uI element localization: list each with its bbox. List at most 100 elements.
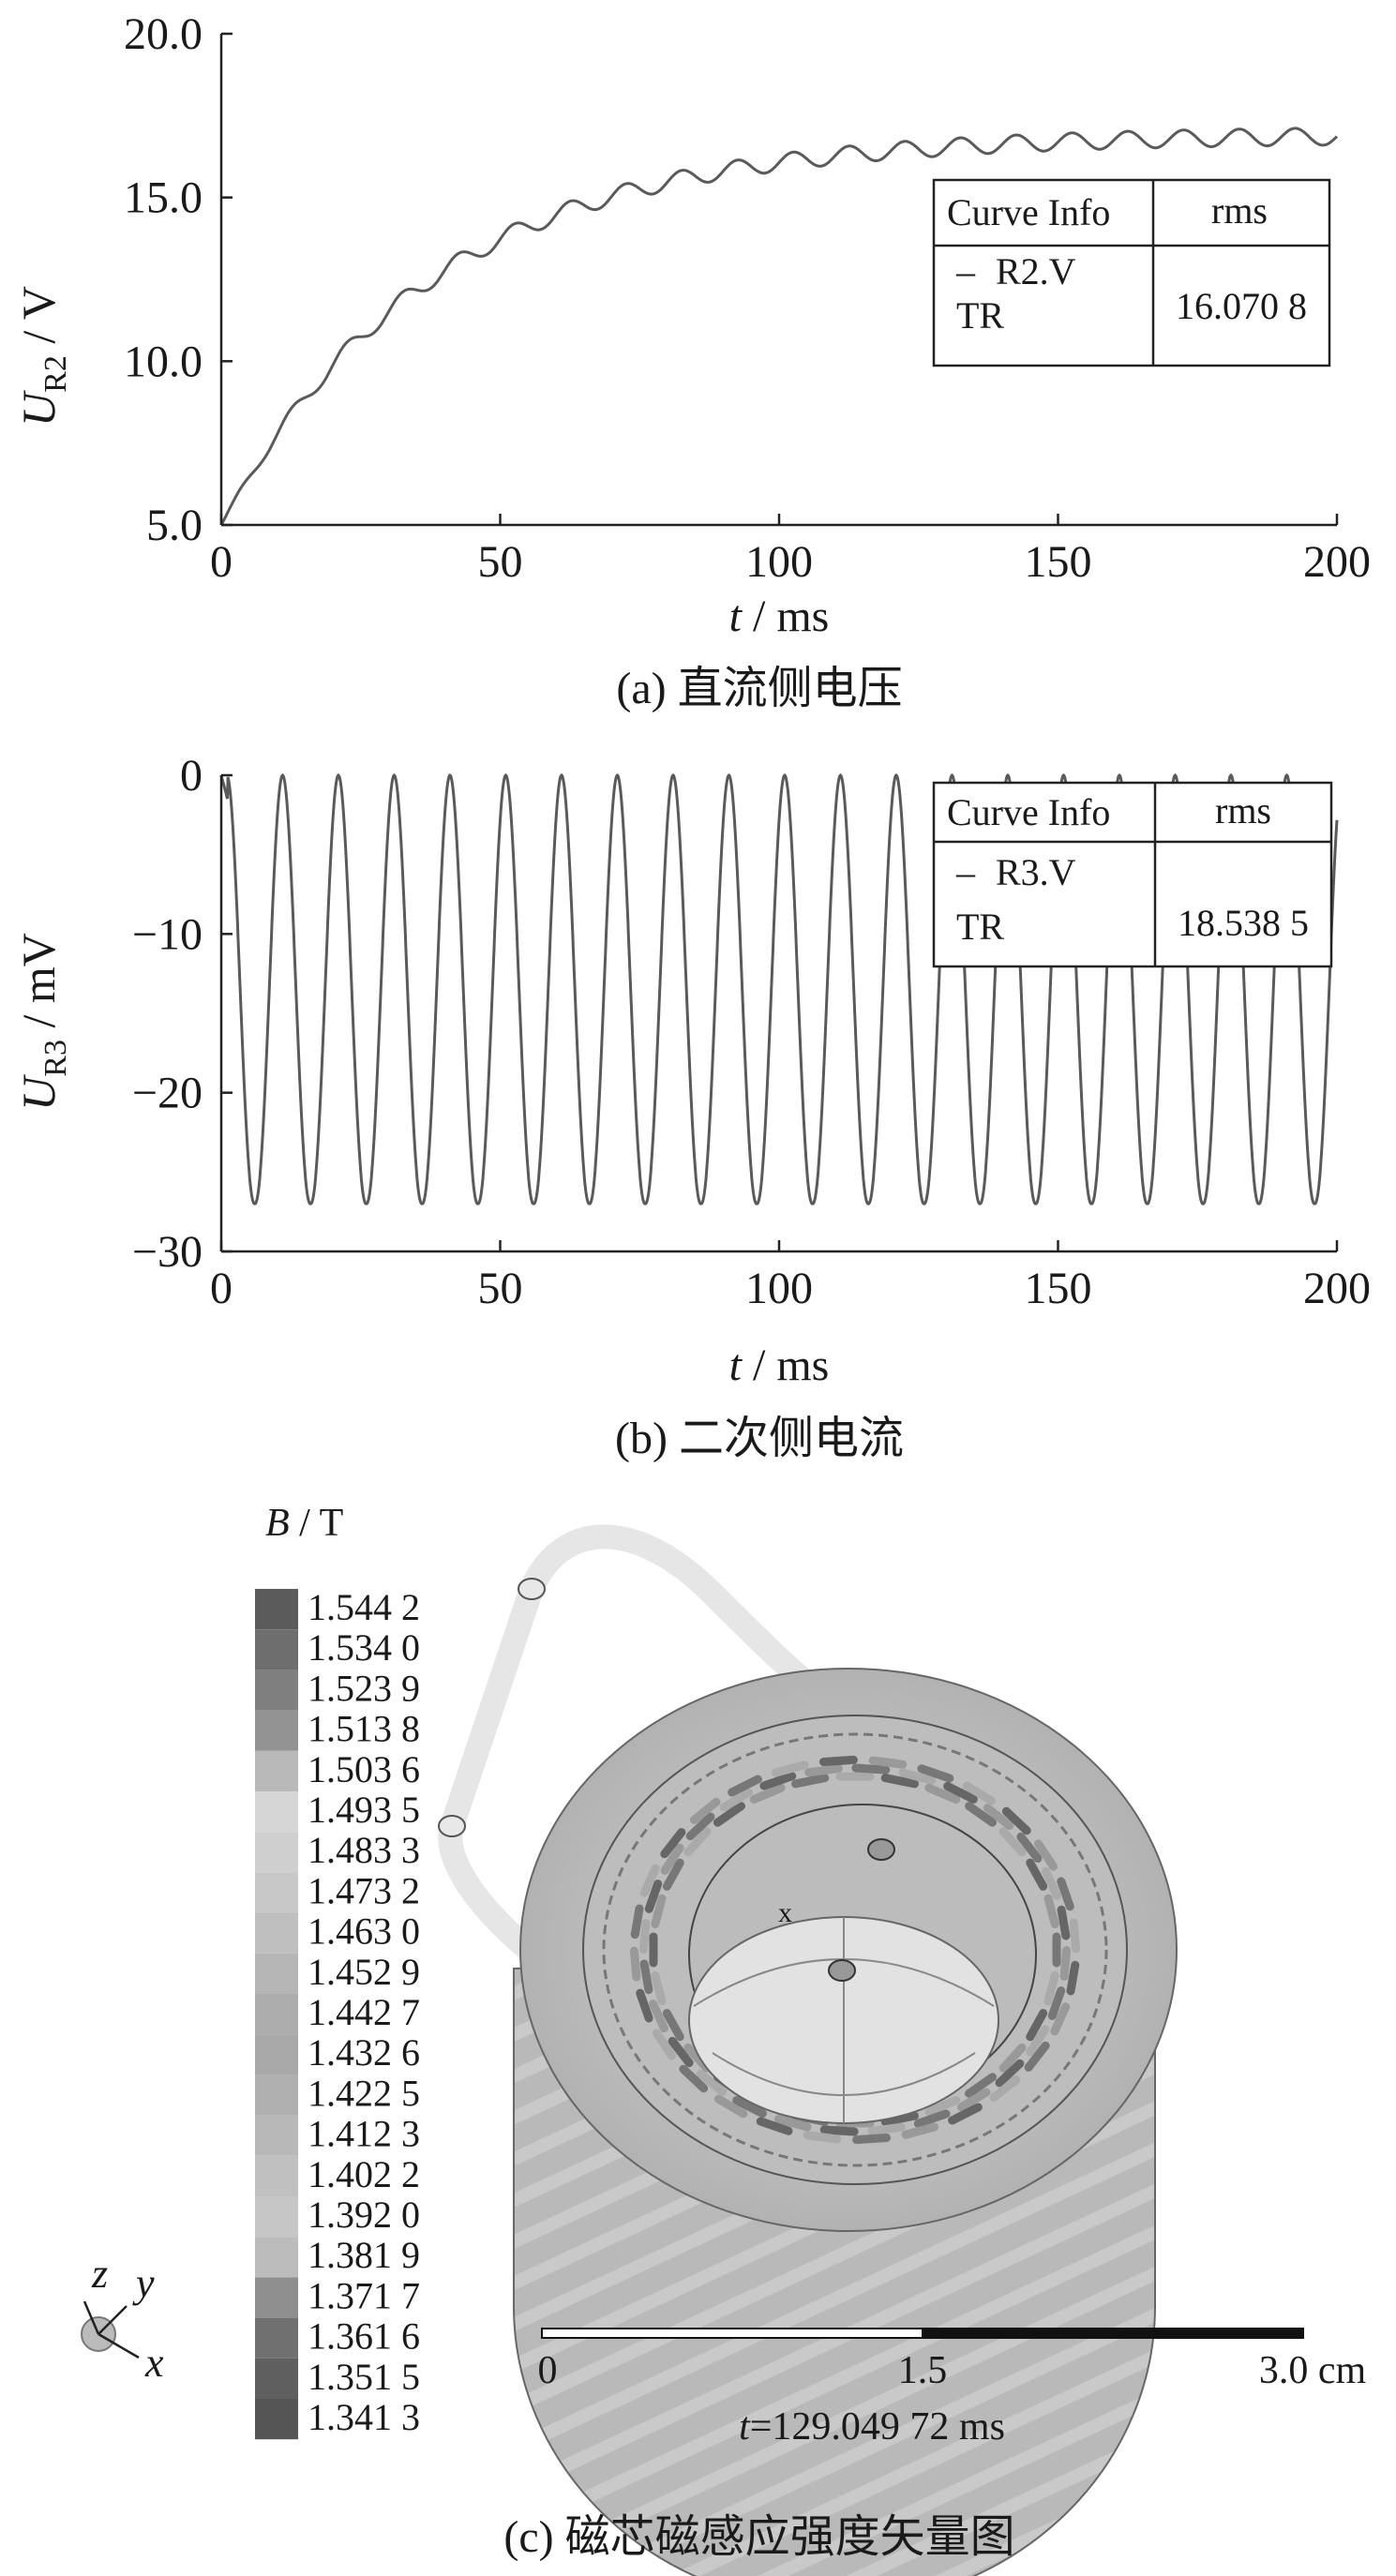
chart-b-info-col1: Curve Info xyxy=(947,791,1110,833)
legend-swatch xyxy=(255,1953,298,1994)
flux-vector xyxy=(1024,2041,1050,2072)
panel-c-caption: (c) 磁芯磁感应强度矢量图 xyxy=(503,2512,1014,2562)
legend-value: 1.463 0 xyxy=(308,1910,420,1953)
flux-vector xyxy=(683,1827,712,1857)
chart-b-info-col2: rms xyxy=(1215,789,1271,831)
chart-b-ytick-label: −20 xyxy=(132,1069,203,1118)
hole-point-upper xyxy=(867,1838,895,1861)
flux-vector xyxy=(719,1788,753,1812)
chart-b-ytick-label: −30 xyxy=(132,1227,203,1277)
flux-vector xyxy=(1026,1858,1048,1891)
legend-swatch xyxy=(255,2034,298,2075)
legend-value: 1.544 2 xyxy=(308,1586,420,1628)
chart-b-ytick-label: −10 xyxy=(132,909,203,959)
chart-a-info-col1: Curve Info xyxy=(947,191,1110,233)
flux-vector xyxy=(638,1919,651,1954)
hole-marker: x xyxy=(778,1897,792,1928)
chart-b-ticks: 0 50 100 150 200 0 −10 −20 −30 xyxy=(132,751,1371,1313)
legend-value: 1.442 7 xyxy=(308,1991,420,2033)
scale-label-end: 3.0 cm xyxy=(1259,2349,1367,2392)
flux-vector xyxy=(948,2103,983,2125)
legend-value: 1.371 7 xyxy=(308,2274,420,2316)
chart-b-xtick-label: 50 xyxy=(478,1264,523,1313)
flux-vector xyxy=(1034,1839,1058,1871)
legend-value: 1.422 5 xyxy=(308,2072,420,2114)
triad-label-y: y xyxy=(132,2260,155,2306)
chart-a-xtick-label: 100 xyxy=(745,537,813,587)
chart-b-info-tag: TR xyxy=(956,906,1004,948)
legend-value: 1.493 5 xyxy=(308,1789,420,1831)
axis-triad: z y x xyxy=(81,2251,164,2386)
chart-b-ylabel-sub: R3 xyxy=(38,1040,73,1077)
chart-a-ytick-label: 20.0 xyxy=(124,9,203,59)
chart-b-ylabel-unit: / mV xyxy=(12,933,65,1040)
flux-vector xyxy=(1001,1806,1031,1835)
flux-vector xyxy=(649,1999,668,2033)
legend-swatch xyxy=(255,1832,298,1873)
legend-value: 1.402 2 xyxy=(308,2153,420,2195)
legend-value: 1.513 8 xyxy=(308,1708,420,1750)
flux-vector xyxy=(679,2064,709,2093)
legend-swatch xyxy=(255,2115,298,2156)
chart-a-ylabel: UR2 / V xyxy=(12,286,73,427)
flux-vector xyxy=(1042,1866,1061,1900)
chart-a-curve-layer xyxy=(219,127,1339,526)
flux-vector xyxy=(924,2096,961,2117)
flux-vector xyxy=(868,1756,908,1769)
flux-vector xyxy=(924,1783,961,1804)
scale-bar-white xyxy=(541,2328,923,2339)
chart-a-axes: 0 50 100 150 200 20.0 15.0 10.0 5.0 xyxy=(124,9,1371,587)
flux-vector xyxy=(636,1988,653,2023)
triad-label-x: x xyxy=(144,2340,164,2386)
flux-vector xyxy=(644,1880,663,1913)
legend-value: 1.452 9 xyxy=(308,1951,420,1993)
chart-b-xtick-label: 100 xyxy=(745,1264,813,1313)
flux-vector xyxy=(1043,1894,1059,1929)
flux-vector xyxy=(689,1797,721,1824)
chart-a-info-value: 16.070 8 xyxy=(1176,285,1307,327)
color-legend: 1.544 21.534 01.523 91.513 81.503 61.493… xyxy=(255,1586,420,2440)
chart-a-xtick-label: 150 xyxy=(1025,537,1092,587)
triad-label-z: z xyxy=(91,2251,108,2297)
legend-value: 1.432 6 xyxy=(308,2031,420,2074)
chart-a-info-dash: – xyxy=(955,250,976,292)
legend-value: 1.473 2 xyxy=(308,1869,420,1911)
flux-vector xyxy=(1047,1986,1066,2020)
flux-vector xyxy=(639,1959,653,1995)
chart-b-ylabel-var: U xyxy=(12,1074,65,1111)
field-plot-c: B / T 1.544 21.534 01.523 91.513 81.503 … xyxy=(81,1502,1367,2576)
scale-label-0: 0 xyxy=(538,2349,558,2392)
flux-vector xyxy=(1050,2002,1071,2036)
flux-vector xyxy=(1026,2025,1050,2057)
legend-value: 1.341 3 xyxy=(308,2396,420,2438)
legend-swatch xyxy=(255,2399,298,2440)
chart-a-ytick-label: 15.0 xyxy=(124,173,203,223)
chart-b-info-value: 18.538 5 xyxy=(1178,902,1309,944)
chart-a-xlabel-var: t xyxy=(729,592,743,641)
flux-vector xyxy=(668,2036,694,2068)
flux-vector xyxy=(1026,2009,1048,2042)
chart-a-ylabel-sub: R2 xyxy=(38,355,73,393)
flux-vector xyxy=(630,1904,644,1939)
flux-vector xyxy=(818,1755,858,1767)
flux-vector xyxy=(983,1804,1014,1831)
flux-vector xyxy=(852,2133,892,2145)
chart-b-info-dash: – xyxy=(955,851,976,893)
flux-vector xyxy=(898,1768,937,1785)
flux-vector xyxy=(696,2069,728,2096)
chart-a-ticks: 0 50 100 150 200 20.0 15.0 10.0 5.0 xyxy=(124,9,1371,587)
flux-vector xyxy=(629,1946,641,1982)
legend-value: 1.483 3 xyxy=(308,1829,420,1871)
flux-vectors xyxy=(629,1755,1081,2145)
flux-vector xyxy=(880,2111,919,2126)
flux-vector xyxy=(913,2109,951,2128)
legend-value: 1.523 9 xyxy=(308,1667,420,1709)
legend-value: 1.351 5 xyxy=(308,2356,420,2398)
flux-vector xyxy=(1069,1918,1081,1954)
chart-a-info-border xyxy=(932,178,1331,367)
flux-vector xyxy=(639,1864,660,1897)
flux-vector xyxy=(901,2122,939,2139)
chart-a-info-series-name: R2.V xyxy=(996,250,1076,292)
legend-title: B / T xyxy=(265,1502,343,1545)
legend-swatch xyxy=(255,2277,298,2318)
